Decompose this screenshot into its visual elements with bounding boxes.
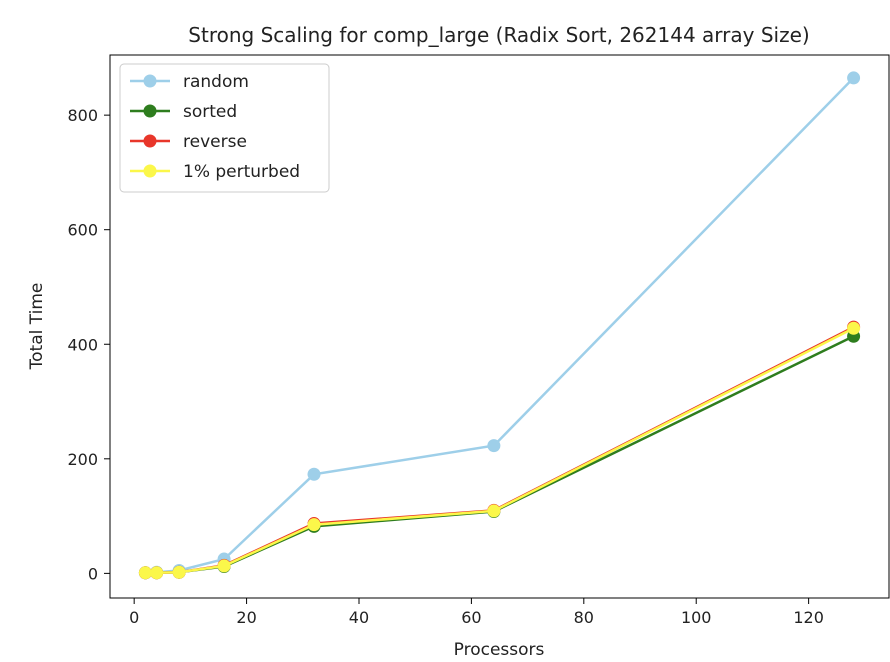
legend-marker-random: [144, 75, 157, 88]
y-tick-label: 200: [67, 450, 98, 469]
series-line-reverse: [145, 327, 853, 573]
data-point-random: [847, 71, 860, 84]
y-tick-label: 400: [67, 335, 98, 354]
x-tick-label: 100: [681, 608, 712, 627]
legend-label-1-perturbed: 1% perturbed: [183, 162, 300, 182]
data-point-random: [308, 468, 321, 481]
data-point-1-perturbed: [173, 566, 186, 579]
series-line-1-perturbed: [145, 328, 853, 573]
legend-label-random: random: [183, 72, 249, 92]
legend: random sorted reverse 1% perturbed: [120, 64, 329, 192]
y-tick-label: 600: [67, 221, 98, 240]
series-sorted: [139, 330, 860, 580]
data-point-1-perturbed: [847, 322, 860, 335]
x-tick-label: 120: [793, 608, 824, 627]
series-1-perturbed: [139, 322, 860, 580]
data-point-1-perturbed: [487, 504, 500, 517]
x-tick-label: 40: [349, 608, 369, 627]
series-reverse: [139, 321, 860, 580]
legend-marker-reverse: [144, 135, 157, 148]
y-axis-label: Total Time: [27, 283, 47, 371]
data-point-1-perturbed: [308, 518, 321, 531]
x-tick-label: 60: [461, 608, 481, 627]
x-tick-label: 20: [236, 608, 256, 627]
x-tick-label: 0: [129, 608, 139, 627]
x-tick-label: 80: [574, 608, 594, 627]
legend-marker-1-perturbed: [144, 165, 157, 178]
data-point-1-perturbed: [139, 566, 152, 579]
legend-label-reverse: reverse: [183, 132, 247, 152]
x-axis-label: Processors: [454, 640, 545, 660]
y-tick-label: 0: [88, 564, 98, 583]
data-point-random: [487, 439, 500, 452]
legend-label-sorted: sorted: [183, 102, 237, 122]
series-line-sorted: [145, 336, 853, 573]
data-point-1-perturbed: [150, 566, 163, 579]
chart-title: Strong Scaling for comp_large (Radix Sor…: [188, 23, 809, 47]
y-tick-label: 800: [67, 106, 98, 125]
data-point-1-perturbed: [218, 559, 231, 572]
legend-marker-sorted: [144, 105, 157, 118]
